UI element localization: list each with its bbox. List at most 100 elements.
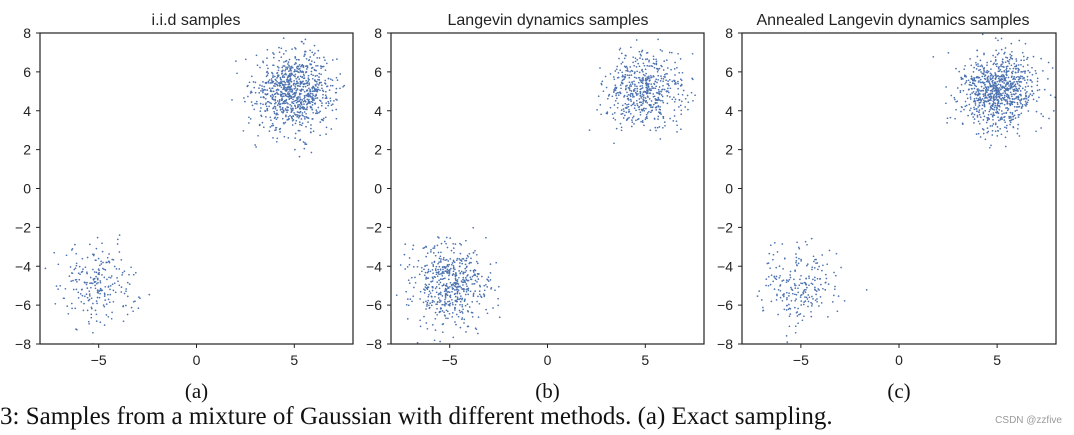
scatter-point bbox=[285, 59, 288, 62]
scatter-point bbox=[994, 63, 997, 66]
scatter-point bbox=[266, 74, 269, 76]
scatter-point bbox=[441, 274, 444, 277]
scatter-point bbox=[283, 102, 285, 105]
scatter-point bbox=[458, 270, 460, 272]
scatter-point bbox=[431, 269, 434, 271]
scatter-point bbox=[983, 69, 985, 72]
scatter-point bbox=[130, 306, 133, 309]
scatter-point bbox=[299, 110, 302, 113]
scatter-point bbox=[273, 93, 276, 96]
scatter-point bbox=[454, 295, 457, 298]
scatter-point bbox=[641, 58, 644, 61]
scatter-point bbox=[644, 77, 647, 80]
scatter-point bbox=[290, 90, 292, 93]
scatter-point bbox=[466, 285, 468, 288]
scatter-point bbox=[932, 56, 935, 58]
scatter-point bbox=[640, 54, 642, 57]
scatter-point bbox=[449, 285, 451, 288]
scatter-point bbox=[455, 259, 458, 262]
scatter-point bbox=[1018, 113, 1021, 116]
scatter-point bbox=[959, 89, 962, 92]
scatter-point bbox=[800, 304, 803, 306]
scatter-point bbox=[128, 283, 131, 285]
scatter-point bbox=[265, 82, 268, 85]
scatter-point bbox=[612, 117, 615, 120]
scatter-point bbox=[75, 278, 78, 281]
scatter-point bbox=[1009, 111, 1012, 114]
scatter-point bbox=[273, 53, 275, 55]
scatter-point bbox=[282, 53, 285, 55]
scatter-point bbox=[990, 104, 993, 107]
scatter-point bbox=[280, 111, 283, 113]
scatter-point bbox=[280, 90, 282, 93]
scatter-point bbox=[448, 274, 450, 277]
scatter-point bbox=[272, 80, 275, 83]
scatter-point bbox=[976, 99, 979, 102]
scatter-point bbox=[645, 83, 648, 86]
y-tick-label: 0 bbox=[23, 181, 31, 197]
scatter-point bbox=[444, 302, 447, 305]
scatter-point bbox=[1007, 108, 1010, 110]
scatter-point bbox=[271, 98, 274, 101]
scatter-point bbox=[244, 100, 246, 103]
y-tick-label: −4 bbox=[366, 258, 382, 274]
scatter-point bbox=[287, 61, 290, 63]
scatter-point bbox=[290, 67, 293, 69]
scatter-point bbox=[460, 286, 463, 289]
scatter-point bbox=[305, 94, 308, 97]
scatter-point bbox=[434, 287, 437, 290]
scatter-point bbox=[1010, 86, 1013, 89]
scatter-point bbox=[109, 288, 111, 291]
scatter-point bbox=[970, 64, 973, 67]
scatter-point bbox=[461, 310, 463, 313]
scatter-point bbox=[307, 92, 310, 95]
scatter-point bbox=[91, 253, 94, 256]
scatter-point bbox=[77, 297, 80, 299]
scatter-point bbox=[427, 270, 430, 273]
scatter-point bbox=[429, 302, 431, 305]
scatter-point bbox=[641, 87, 644, 89]
scatter-point bbox=[988, 80, 990, 82]
scatter-point bbox=[806, 298, 809, 300]
scatter-point bbox=[635, 66, 638, 68]
scatter-point bbox=[291, 119, 294, 122]
scatter-point bbox=[286, 106, 289, 109]
scatter-point bbox=[265, 75, 268, 78]
scatter-point bbox=[426, 327, 429, 330]
scatter-point bbox=[644, 58, 647, 61]
scatter-point bbox=[325, 96, 328, 98]
scatter-point bbox=[608, 93, 611, 96]
scatter-point bbox=[425, 245, 427, 248]
scatter-point bbox=[681, 71, 684, 74]
scatter-point bbox=[597, 95, 600, 98]
scatter-point bbox=[432, 265, 435, 267]
scatter-point bbox=[294, 107, 297, 110]
scatter-point bbox=[316, 83, 318, 85]
scatter-point bbox=[419, 319, 421, 322]
scatter-point bbox=[674, 74, 676, 76]
scatter-point bbox=[285, 73, 287, 76]
scatter-point bbox=[96, 291, 99, 294]
scatter-point bbox=[1038, 88, 1041, 91]
scatter-point bbox=[1018, 39, 1021, 42]
scatter-point bbox=[336, 79, 339, 81]
scatter-point bbox=[100, 263, 103, 265]
scatter-point bbox=[335, 76, 338, 79]
scatter-point bbox=[641, 49, 644, 52]
x-tick-label: −5 bbox=[793, 352, 809, 368]
scatter-point bbox=[657, 115, 660, 118]
scatter-point bbox=[101, 242, 103, 245]
scatter-point bbox=[443, 301, 446, 303]
scatter-point bbox=[803, 301, 805, 303]
scatter-point bbox=[814, 279, 816, 282]
scatter-point bbox=[1010, 64, 1013, 67]
scatter-point bbox=[990, 68, 992, 70]
scatter-point bbox=[1005, 56, 1007, 59]
scatter-point bbox=[811, 303, 814, 305]
scatter-point bbox=[325, 133, 327, 135]
scatter-point bbox=[824, 273, 827, 276]
scatter-point bbox=[479, 285, 482, 288]
y-tick-label: 2 bbox=[23, 142, 31, 158]
scatter-point bbox=[639, 57, 641, 59]
scatter-point bbox=[615, 127, 618, 130]
